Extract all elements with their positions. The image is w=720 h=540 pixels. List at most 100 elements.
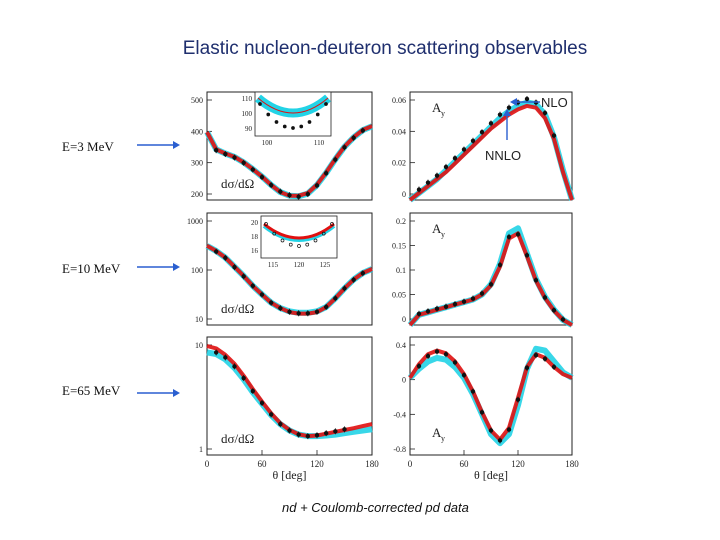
x-tick-label: 60	[460, 459, 470, 469]
data-point	[268, 412, 274, 417]
data-point	[533, 278, 539, 283]
panel-2: 0.06 0.04 0.02 0 A y	[392, 91, 575, 203]
data-point	[360, 128, 366, 133]
observable-label: dσ/dΩ	[221, 301, 254, 316]
y-tick-label: 0.05	[392, 291, 406, 300]
page-title: Elastic nucleon-deuteron scattering obse…	[182, 38, 588, 59]
inset-panel: 110 100 90 100 110	[242, 91, 332, 147]
observable-label: A	[432, 100, 442, 115]
data-point	[250, 388, 256, 394]
data-point	[488, 121, 494, 126]
data-point	[287, 192, 292, 198]
data-point	[250, 283, 256, 289]
series-nlo-band	[407, 345, 574, 447]
inset-data-point	[272, 231, 277, 236]
data-point	[560, 317, 566, 322]
inset-data-point	[288, 242, 293, 247]
data-point	[479, 410, 485, 415]
inset-data-point	[291, 126, 295, 130]
data-point	[232, 155, 237, 160]
energy-arrow-head	[173, 389, 180, 397]
energy-label-10mev: E=10 MeV	[62, 261, 121, 276]
x-axis-label: θ [deg]	[272, 468, 306, 482]
data-point	[323, 170, 329, 176]
data-point	[479, 129, 485, 135]
y-tick-label: 0.1	[396, 266, 406, 275]
panel-4: 0.2 0.15 0.1 0.05 0 A y	[392, 212, 574, 328]
data-point	[461, 299, 467, 304]
data-point	[425, 180, 431, 185]
observable-subscript: y	[441, 230, 445, 239]
y-tick-label: 0.15	[392, 242, 406, 251]
y-tick-label: 0	[402, 190, 406, 199]
data-point	[434, 173, 440, 178]
data-point	[506, 105, 512, 110]
data-point	[259, 292, 265, 297]
series-nnlo-band	[408, 103, 574, 202]
data-point	[497, 112, 503, 117]
data-point	[488, 428, 494, 433]
inset-y-tick-label: 18	[251, 233, 259, 241]
data-point	[515, 232, 521, 237]
inset-data-point	[258, 102, 262, 106]
data-point	[425, 309, 431, 314]
x-axis-label: θ [deg]	[474, 468, 508, 482]
data-point	[470, 296, 476, 301]
data-point	[533, 352, 539, 358]
inset-data-point	[266, 112, 271, 117]
data-point	[497, 262, 503, 268]
data-point	[524, 365, 530, 371]
data-point	[333, 157, 338, 162]
data-point	[479, 291, 485, 296]
y-tick-label: -0.8	[393, 445, 406, 454]
observable-label: A	[432, 425, 442, 440]
data-point	[305, 433, 311, 439]
y-tick-label: 0.06	[392, 96, 406, 105]
inset-data-point	[280, 238, 285, 243]
data-point	[470, 138, 476, 143]
data-point	[443, 352, 449, 357]
inset-data-point	[274, 120, 279, 124]
nnlo-annotation: NNLO	[485, 148, 521, 163]
data-point	[524, 96, 530, 102]
data-point	[333, 429, 338, 434]
data-point	[452, 155, 458, 161]
data-point	[333, 296, 338, 301]
data-point	[425, 353, 431, 359]
inset-nlo-band	[262, 224, 336, 242]
y-tick-label: 0.02	[392, 159, 406, 168]
inset-data-point	[264, 222, 268, 226]
data-point	[342, 427, 347, 432]
data-point	[452, 360, 458, 365]
data-point	[434, 349, 440, 354]
y-tick-label: 0.04	[392, 127, 406, 136]
data-point	[551, 364, 557, 370]
energy-label-3mev: E=3 MeV	[62, 139, 114, 154]
data-point	[416, 311, 422, 316]
inset-data-point	[305, 242, 310, 247]
nlo-arrow-head	[510, 98, 517, 106]
observable-subscript: y	[441, 434, 445, 443]
inset-x-tick-label: 100	[262, 139, 273, 147]
data-point	[461, 372, 467, 378]
data-point	[542, 110, 548, 116]
data-point	[287, 309, 292, 315]
data-point	[342, 145, 347, 150]
data-point	[351, 277, 356, 283]
panel-5: 10 10 60 120 180 θ [deg] dσ/dΩ	[195, 336, 379, 482]
y-tick-label: 0.2	[396, 217, 406, 226]
data-point	[296, 311, 301, 316]
energy-arrow-head	[173, 141, 180, 149]
data-point	[241, 375, 246, 381]
data-point	[305, 191, 311, 197]
x-tick-label: 60	[258, 459, 268, 469]
inset-x-tick-label: 115	[268, 261, 279, 269]
data-point	[461, 147, 467, 152]
data-point	[416, 363, 422, 369]
inset-data-point	[307, 120, 312, 124]
panel-1: 500 400 300 200 dσ/dΩ 110 100 90 100 110	[191, 91, 374, 201]
panel-3: 1000 100 10 dσ/dΩ 20 18 16 115 120 125	[187, 212, 374, 326]
data-point	[296, 194, 301, 199]
